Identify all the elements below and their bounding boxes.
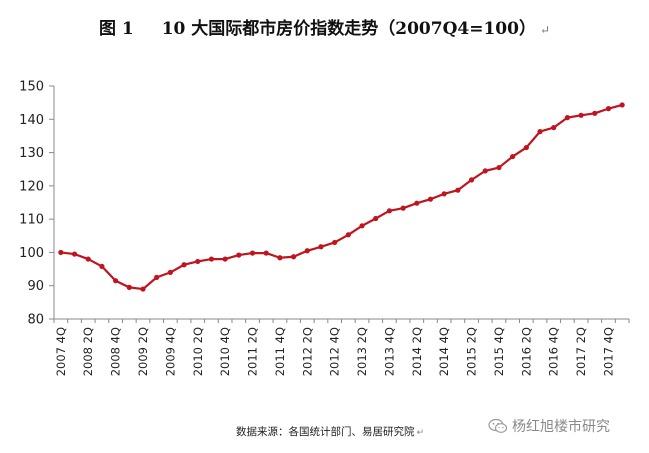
x-tick-label: 2016 2Q — [519, 327, 533, 376]
data-point — [140, 286, 146, 292]
data-point — [99, 263, 105, 270]
chart-title: 图 1 10 大国际都市房价指数走势（2007Q4=100） ↵ — [0, 14, 649, 39]
data-point — [222, 256, 228, 262]
data-point — [619, 102, 625, 108]
chart-title-text: 10 大国际都市房价指数走势（2007Q4=100） — [161, 19, 536, 39]
data-point — [551, 125, 557, 131]
y-tick-label: 110 — [19, 213, 44, 228]
figure-label: 图 1 — [98, 19, 134, 39]
data-point — [58, 249, 64, 256]
data-source-text: 数据来源：各国统计部门、易居研究院 — [236, 426, 415, 438]
y-tick-label: 80 — [27, 313, 44, 328]
data-point — [318, 244, 324, 250]
return-mark-title: ↵ — [539, 23, 551, 37]
data-point — [386, 208, 393, 214]
data-point — [468, 177, 475, 183]
watermark: 杨红旭楼市研究 — [488, 416, 610, 436]
x-tick-label: 2011 4Q — [273, 327, 287, 376]
x-tick-label: 2010 4Q — [218, 327, 232, 376]
data-point — [523, 144, 529, 151]
x-tick-label: 2009 4Q — [163, 327, 177, 376]
data-point — [537, 129, 543, 135]
data-point — [605, 106, 612, 112]
data-point — [167, 269, 173, 275]
y-tick-label: 90 — [27, 279, 44, 294]
data-point — [455, 187, 461, 193]
data-point — [195, 258, 201, 265]
x-tick-label: 2007 4Q — [54, 327, 68, 376]
return-mark-source: ↵ — [416, 428, 425, 438]
data-point — [71, 251, 78, 257]
y-tick-label: 100 — [19, 246, 44, 261]
data-point — [277, 255, 283, 261]
y-tick-label: 150 — [19, 80, 44, 95]
data-point — [154, 274, 160, 280]
data-point — [427, 196, 434, 202]
data-point — [181, 262, 187, 268]
x-tick-label: 2008 2Q — [81, 327, 95, 376]
data-point — [345, 232, 351, 238]
data-point — [441, 191, 447, 197]
x-tick-label: 2010 2Q — [191, 327, 205, 376]
data-point — [85, 256, 91, 262]
x-tick-label: 2012 4Q — [328, 327, 342, 376]
watermark-text: 杨红旭楼市研究 — [512, 419, 610, 435]
data-point — [290, 254, 297, 260]
x-tick-label: 2017 2Q — [574, 327, 588, 376]
wechat-icon — [488, 418, 508, 433]
x-tick-label: 2008 4Q — [109, 327, 123, 376]
data-point — [482, 168, 488, 174]
data-source: 数据来源：各国统计部门、易居研究院 ↵ — [236, 424, 424, 439]
x-tick-label: 2016 4Q — [547, 327, 561, 376]
data-point — [400, 205, 406, 211]
data-point — [113, 278, 119, 284]
data-point — [263, 250, 269, 256]
series-line — [60, 103, 623, 291]
x-tick-label: 2012 2Q — [300, 327, 314, 376]
x-tick-label: 2017 4Q — [601, 327, 615, 376]
data-point — [359, 223, 365, 229]
x-tick-label: 2009 2Q — [136, 327, 150, 376]
y-tick-label: 140 — [19, 113, 44, 128]
x-tick-label: 2015 2Q — [465, 327, 479, 376]
data-point — [304, 248, 310, 254]
data-point — [414, 200, 420, 206]
y-tick-label: 130 — [19, 146, 44, 161]
data-point — [236, 252, 242, 258]
data-point — [373, 215, 379, 222]
x-tick-label: 2013 4Q — [382, 327, 396, 376]
data-point — [249, 250, 256, 256]
data-point — [332, 239, 338, 246]
x-tick-label: 2014 4Q — [437, 327, 451, 376]
x-tick-label: 2014 2Q — [410, 327, 424, 376]
data-point — [208, 256, 215, 262]
data-point — [510, 153, 516, 160]
x-tick-label: 2013 2Q — [355, 327, 369, 376]
x-tick-label: 2015 4Q — [492, 327, 506, 376]
x-tick-label: 2011 2Q — [246, 327, 260, 376]
data-point — [564, 115, 570, 121]
data-point — [496, 164, 502, 171]
data-point — [126, 284, 132, 290]
data-point — [578, 112, 584, 118]
data-point — [592, 110, 598, 116]
y-tick-label: 120 — [19, 179, 44, 194]
